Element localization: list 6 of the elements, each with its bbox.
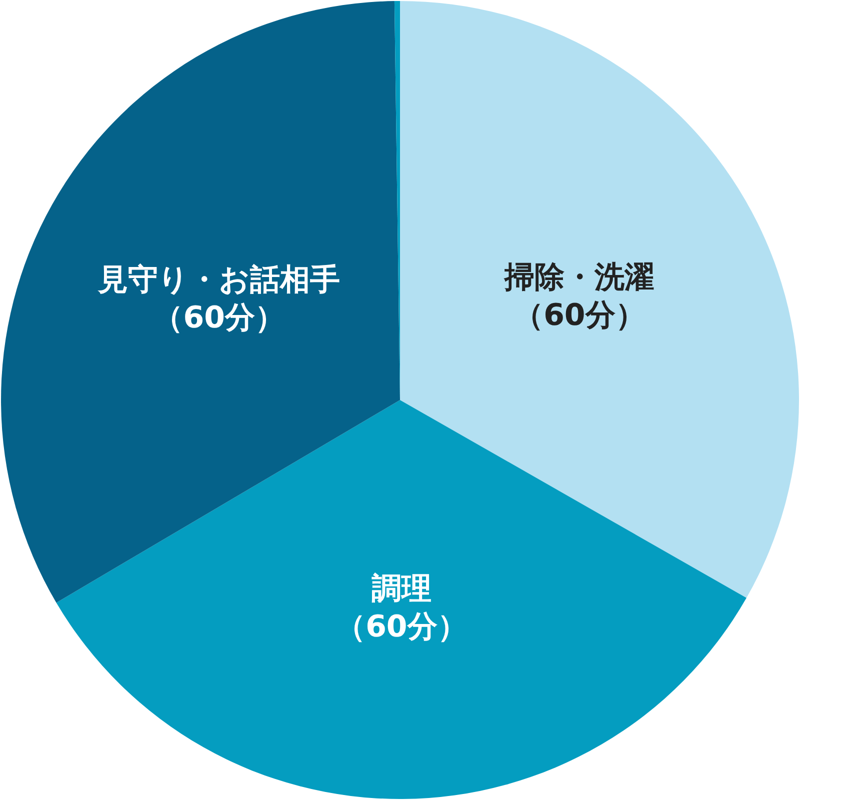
slice-label: 調理: [371, 571, 432, 606]
data-label: （60分）: [336, 609, 468, 644]
data-label: （60分）: [514, 298, 646, 333]
data-label: （60分）: [153, 300, 285, 336]
slice-label: 掃除・洗濯: [503, 260, 654, 295]
slice-label: 見守り・お話相手: [97, 262, 340, 298]
